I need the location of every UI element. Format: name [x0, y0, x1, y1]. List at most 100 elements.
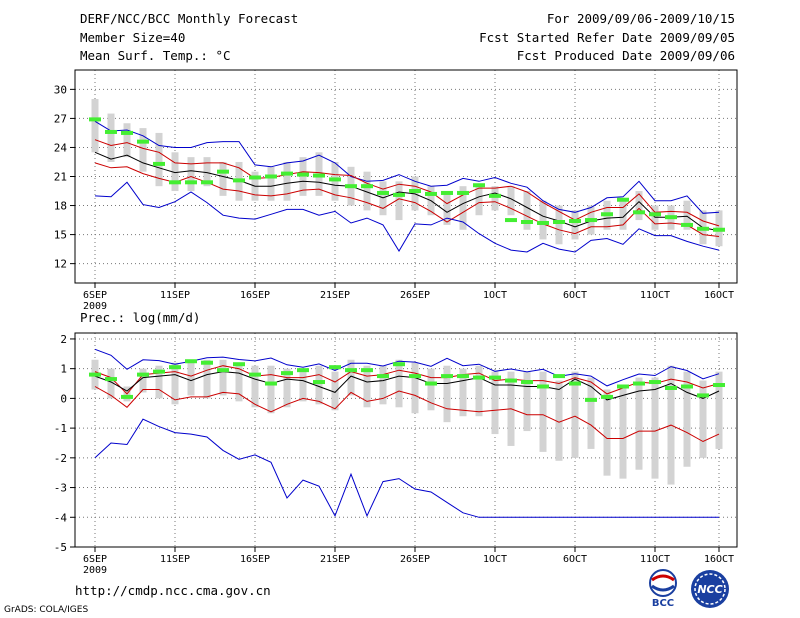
ensemble-box [171, 152, 179, 192]
observed-marker [569, 219, 581, 224]
observed-marker [377, 190, 389, 195]
ensemble-box [635, 191, 643, 221]
observed-marker [633, 210, 645, 215]
series-max-line [94, 348, 720, 387]
y-tick-label: -1 [54, 422, 67, 435]
observed-marker [601, 212, 613, 217]
ensemble-box [491, 186, 499, 211]
ensemble-box [155, 132, 163, 187]
observed-marker [425, 381, 437, 386]
observed-marker [233, 362, 245, 367]
observed-marker [681, 222, 693, 227]
series-mean-line [94, 151, 720, 232]
ensemble-box [235, 362, 243, 402]
ensemble-box [619, 386, 627, 479]
ensemble-box [91, 99, 99, 153]
observed-marker [281, 371, 293, 376]
observed-marker [217, 169, 229, 174]
observed-marker [393, 192, 405, 197]
ensemble-box [635, 377, 643, 470]
ensemble-box [187, 157, 195, 192]
x-tick-label: 16OCT [704, 554, 734, 565]
ensemble-box [427, 368, 435, 411]
observed-marker [489, 193, 501, 198]
observed-marker [617, 197, 629, 202]
observed-marker [377, 374, 389, 379]
ensemble-box [395, 359, 403, 408]
observed-marker [297, 368, 309, 373]
ensemble-box [523, 371, 531, 432]
ensemble-box [363, 365, 371, 408]
ensemble-box [187, 362, 195, 396]
observed-marker [505, 218, 517, 223]
x-tick-label: 16OCT [704, 290, 734, 301]
x-tick-label: 1OCT [483, 554, 507, 565]
ensemble-box [459, 186, 467, 230]
ensemble-box [395, 181, 403, 221]
ensemble-box [315, 365, 323, 405]
svg-text:NCC: NCC [697, 583, 722, 596]
y-tick-label: -5 [54, 541, 67, 554]
observed-marker [665, 385, 677, 390]
ensemble-box [139, 128, 147, 172]
ensemble-box [539, 200, 547, 240]
observed-marker [489, 375, 501, 380]
ensemble-box [491, 371, 499, 435]
ensemble-box [267, 365, 275, 414]
x-tick-label: 11SEP [160, 554, 190, 565]
ensemble-box [555, 380, 563, 461]
observed-marker [697, 226, 709, 231]
series-min-line [94, 181, 720, 253]
forecast-period: For 2009/09/06-2009/10/15 [546, 11, 735, 26]
observed-marker [361, 184, 373, 189]
observed-marker [473, 375, 485, 380]
observed-marker [585, 218, 597, 223]
observed-marker [265, 381, 277, 386]
ensemble-box [699, 380, 707, 458]
observed-marker [633, 381, 645, 386]
observed-marker [681, 384, 693, 389]
ensemble-box [267, 166, 275, 201]
observed-marker [153, 369, 165, 374]
source-url[interactable]: http://cmdp.ncc.cma.gov.cn [75, 583, 271, 598]
ensemble-box [107, 113, 115, 162]
ensemble-box [363, 171, 371, 211]
ensemble-box [411, 362, 419, 414]
ensemble-box [219, 359, 227, 396]
observed-marker [89, 117, 101, 122]
y-tick-label: 0 [60, 392, 67, 405]
ensemble-box [603, 389, 611, 476]
observed-marker [233, 178, 245, 183]
y-tick-label: -2 [54, 452, 67, 465]
ensemble-box [459, 368, 467, 417]
ensemble-box [475, 365, 483, 417]
ensemble-box [203, 157, 211, 187]
series-p90-line [94, 139, 720, 227]
ensemble-box [331, 371, 339, 411]
forecast-started-date: Fcst Started Refer Date 2009/09/05 [479, 30, 735, 45]
observed-marker [329, 177, 341, 182]
observed-marker [537, 220, 549, 225]
observed-marker [665, 215, 677, 220]
ensemble-box [283, 161, 291, 201]
member-size: Member Size=40 [80, 30, 186, 45]
observed-marker [281, 171, 293, 176]
y-tick-label: 18 [54, 200, 67, 213]
ensemble-box [571, 371, 579, 458]
ensemble-box [139, 368, 147, 393]
observed-marker [713, 227, 725, 232]
ensemble-box [203, 359, 211, 399]
observed-marker [553, 374, 565, 379]
ensemble-box [443, 365, 451, 423]
observed-marker [313, 380, 325, 385]
ensemble-box [347, 359, 355, 396]
bcc-logo: BCC [649, 569, 677, 608]
y-tick-label: -4 [54, 511, 68, 524]
ensemble-box [523, 191, 531, 230]
series-min-line [94, 418, 719, 518]
x-tick-label: 16SEP [240, 554, 270, 565]
ensemble-box [683, 200, 691, 230]
observed-marker [521, 380, 533, 385]
y-tick-label: 2 [60, 333, 67, 346]
